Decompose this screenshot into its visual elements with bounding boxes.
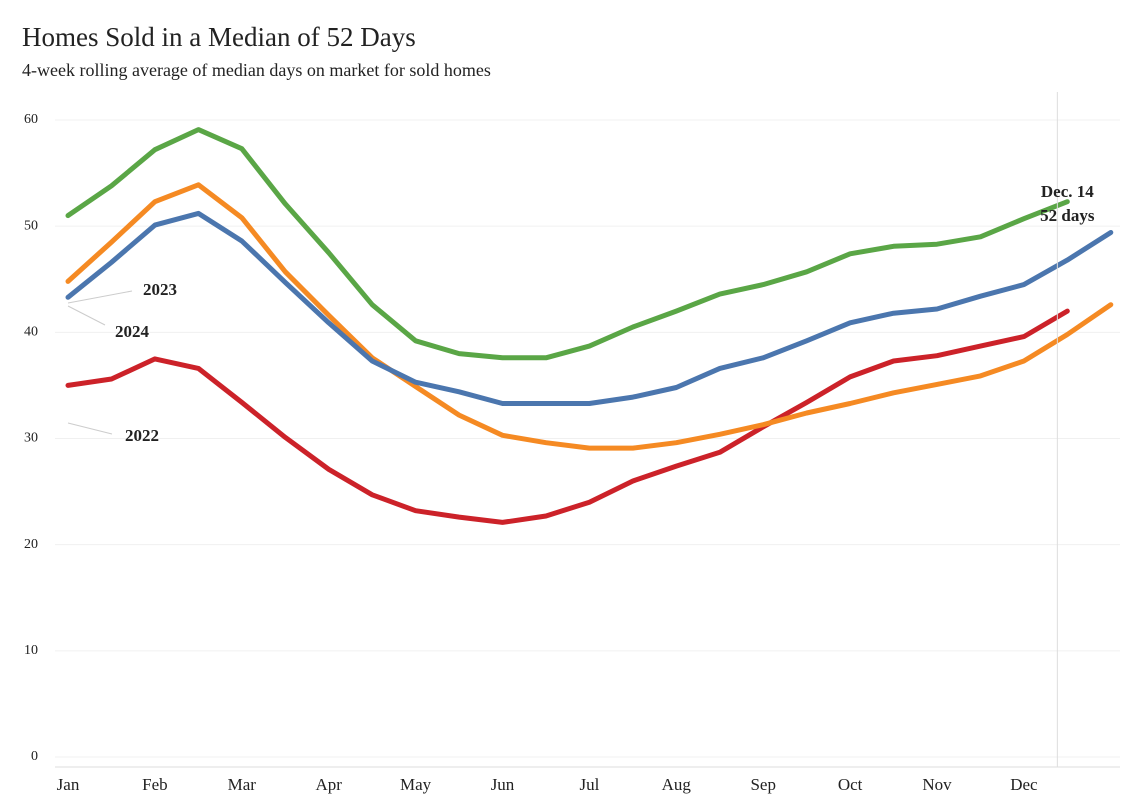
x-tick-label: May	[400, 775, 432, 794]
x-tick-label: Jun	[491, 775, 515, 794]
y-tick-label: 30	[24, 431, 38, 446]
y-tick-label: 40	[24, 325, 38, 340]
series-line	[65, 127, 1070, 361]
series-line	[65, 182, 1114, 451]
series-line	[65, 308, 1070, 525]
x-tick-label: Oct	[838, 775, 863, 794]
x-tick-label: Jul	[579, 775, 599, 794]
series-label: 2022	[125, 426, 159, 445]
x-tick-label: Aug	[662, 775, 692, 794]
label-leader	[67, 305, 106, 326]
label-leader	[67, 290, 133, 304]
chart-title: Homes Sold in a Median of 52 Days	[22, 22, 416, 52]
x-tick-label: Nov	[922, 775, 952, 794]
annotation: 52 days	[1040, 206, 1095, 225]
y-tick-label: 50	[24, 218, 38, 233]
x-tick-label: Sep	[750, 775, 776, 794]
y-tick-label: 20	[24, 537, 38, 552]
x-tick-label: Dec	[1010, 775, 1038, 794]
chart-subtitle: 4-week rolling average of median days on…	[22, 60, 491, 80]
y-tick-label: 10	[24, 643, 38, 658]
series-label: 2023	[143, 280, 177, 299]
annotation: Dec. 14	[1041, 182, 1094, 201]
x-tick-label: Mar	[228, 775, 257, 794]
y-tick-label: 60	[24, 112, 38, 127]
y-tick-label: 0	[31, 749, 38, 764]
x-tick-label: Jan	[57, 775, 80, 794]
series-line	[65, 210, 1114, 406]
series-label: 2024	[115, 322, 150, 341]
x-tick-label: Apr	[315, 775, 342, 794]
x-tick-label: Feb	[142, 775, 168, 794]
label-leader	[67, 422, 113, 435]
